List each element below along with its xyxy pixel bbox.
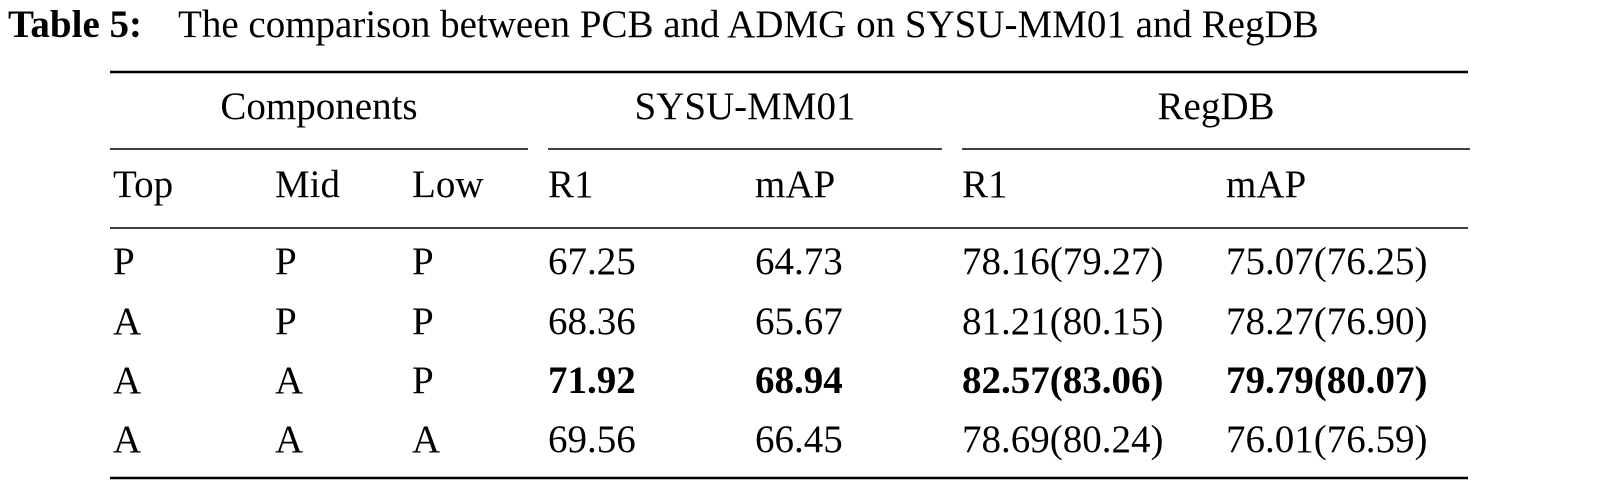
group-header: SYSU-MM01 [634, 85, 855, 128]
caption-text: The comparison between PCB and ADMG on S… [178, 3, 1319, 46]
cell: 81.21(80.15) [962, 300, 1163, 343]
cell: 82.57(83.06) [962, 359, 1163, 402]
cell: A [113, 418, 141, 461]
cell: 75.07(76.25) [1226, 240, 1427, 283]
cell: P [412, 359, 434, 402]
column-header: Top [113, 163, 173, 206]
cell: A [412, 418, 440, 461]
column-header: R1 [548, 163, 594, 206]
column-header: mAP [1226, 163, 1306, 206]
caption-label: Table 5: [8, 3, 142, 46]
cell: 76.01(76.59) [1226, 418, 1427, 461]
column-header: R1 [962, 163, 1008, 206]
cell: 65.67 [755, 300, 843, 343]
cell: P [412, 240, 434, 283]
cell: A [275, 418, 303, 461]
cell: 64.73 [755, 240, 843, 283]
cell: A [275, 359, 303, 402]
cell: 67.25 [548, 240, 636, 283]
cell: 68.36 [548, 300, 636, 343]
cell: P [275, 300, 297, 343]
cell: A [113, 359, 141, 402]
group-header: Components [220, 85, 417, 128]
column-header: mAP [755, 163, 835, 206]
cell: 78.69(80.24) [962, 418, 1163, 461]
cell: 69.56 [548, 418, 636, 461]
column-header: Mid [275, 163, 341, 206]
cell: P [113, 240, 135, 283]
cell: A [113, 300, 141, 343]
cell: 68.94 [755, 359, 843, 402]
cell: 78.16(79.27) [962, 240, 1163, 283]
column-header: Low [412, 163, 484, 206]
cell: P [275, 240, 297, 283]
cell: 71.92 [548, 359, 636, 402]
cell: 78.27(76.90) [1226, 300, 1427, 343]
cell: 66.45 [755, 418, 843, 461]
cell: P [412, 300, 434, 343]
group-header: RegDB [1158, 85, 1275, 128]
cell: 79.79(80.07) [1226, 359, 1427, 402]
